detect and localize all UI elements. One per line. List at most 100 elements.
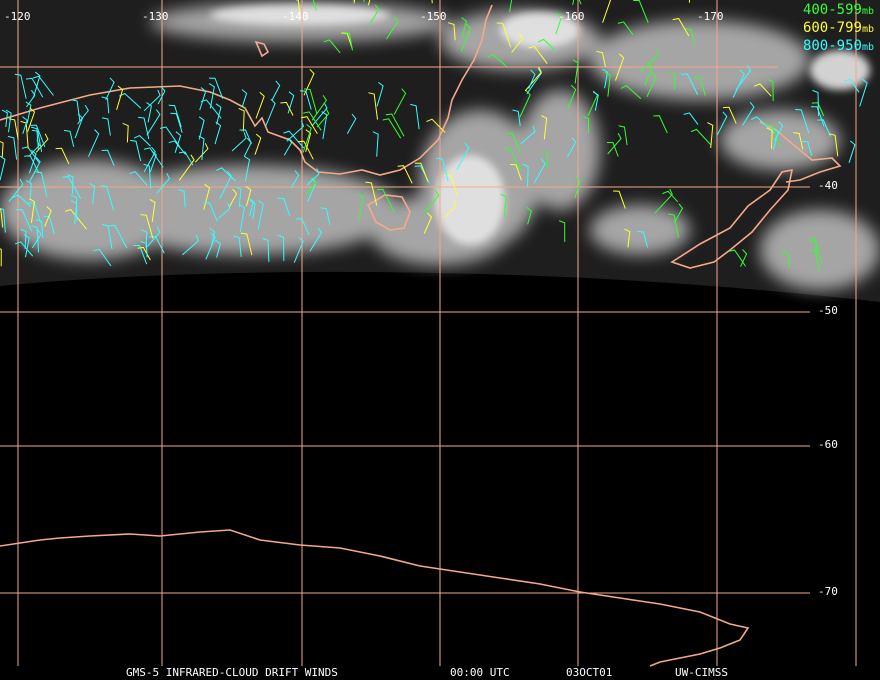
wind-barb xyxy=(669,72,677,90)
lon-label-150: -150 xyxy=(420,10,447,23)
wind-barb xyxy=(101,149,115,166)
wind-barb xyxy=(25,180,32,199)
wind-barb xyxy=(209,227,216,248)
island-coastline xyxy=(254,40,270,58)
wind-barb xyxy=(248,197,254,217)
wind-barb xyxy=(506,132,522,154)
wind-barb xyxy=(25,101,32,124)
wind-barb xyxy=(64,209,87,230)
wind-barb xyxy=(582,116,590,134)
wind-barb xyxy=(143,89,161,112)
wind-barb xyxy=(316,108,330,128)
wind-barb xyxy=(271,80,281,101)
wind-barb xyxy=(140,241,148,258)
wind-barb xyxy=(31,129,43,152)
new-zealand-south-island xyxy=(670,168,794,269)
wind-barb xyxy=(522,163,529,188)
wind-barb xyxy=(765,124,782,147)
lat-label-60: -60 xyxy=(818,438,838,451)
wind-barb xyxy=(312,0,317,11)
wind-barb xyxy=(235,186,242,208)
new-zealand-north-island xyxy=(759,121,842,183)
legend-item-800-950: 800-950mb xyxy=(802,38,874,54)
lon-label-130: -130 xyxy=(142,10,169,23)
wind-barb xyxy=(801,140,813,156)
wind-barb xyxy=(646,72,657,98)
wind-barb xyxy=(7,135,18,160)
wind-barb xyxy=(156,172,171,194)
wind-barb xyxy=(305,177,317,195)
wind-barb xyxy=(297,140,314,160)
wind-barb xyxy=(32,75,54,96)
wind-barb xyxy=(254,133,262,155)
wind-barb xyxy=(386,16,399,40)
wind-barb xyxy=(244,155,251,182)
wind-barb xyxy=(35,133,49,153)
wind-barb xyxy=(555,12,563,35)
wind-barb xyxy=(238,107,245,132)
wind-barb xyxy=(520,125,536,145)
wind-barb xyxy=(436,157,449,182)
wind-barb xyxy=(0,208,4,228)
wind-barb xyxy=(43,215,55,235)
wind-barb xyxy=(844,78,860,93)
wind-barb xyxy=(343,31,353,51)
wind-barb xyxy=(102,224,113,250)
wind-barb xyxy=(574,176,581,199)
lon-label-140: -140 xyxy=(282,10,309,23)
wind-barb xyxy=(346,113,357,135)
wind-barb xyxy=(519,90,531,118)
lon-label-120: -120 xyxy=(4,10,31,23)
wind-barb xyxy=(141,229,148,248)
wind-barb xyxy=(143,147,164,168)
footer-source: UW-CIMSS xyxy=(675,666,728,679)
legend-item-600-799: 600-799mb xyxy=(802,20,874,36)
wind-barb xyxy=(0,155,6,181)
wind-barb xyxy=(617,21,634,35)
wind-barb xyxy=(262,237,270,262)
wind-barb xyxy=(35,171,48,197)
wind-barb xyxy=(613,190,626,209)
wind-barb xyxy=(62,176,82,199)
wind-barb xyxy=(368,92,378,120)
wind-barb xyxy=(496,22,512,48)
wind-barb xyxy=(766,127,773,149)
wind-barb xyxy=(810,106,825,127)
wind-barb xyxy=(812,89,819,116)
wind-barb xyxy=(146,102,152,123)
wind-barb xyxy=(526,67,542,95)
wind-barb xyxy=(249,200,256,219)
wind-barb xyxy=(414,162,429,182)
lat-label-50: -50 xyxy=(818,304,838,317)
wind-barb xyxy=(287,91,295,114)
wind-barb xyxy=(277,234,285,261)
australia-coastline xyxy=(0,4,493,176)
wind-barb xyxy=(602,0,612,23)
wind-barb xyxy=(602,68,609,89)
lat-lon-grid xyxy=(0,0,857,666)
wind-barb xyxy=(44,206,52,227)
wind-barb xyxy=(168,104,182,128)
wind-barb xyxy=(240,232,253,256)
wind-barb xyxy=(0,207,6,233)
tasmania-coastline xyxy=(366,194,411,231)
wind-barb xyxy=(217,202,231,220)
wind-barb xyxy=(174,131,182,153)
wind-barb xyxy=(215,103,222,125)
wind-barb xyxy=(149,235,165,254)
wind-barb xyxy=(1,109,8,128)
wind-barb xyxy=(15,241,34,257)
wind-barb xyxy=(200,99,222,119)
wind-barb xyxy=(795,109,810,134)
wind-barb xyxy=(301,116,318,135)
lat-label-70: -70 xyxy=(818,585,838,598)
wind-barb xyxy=(511,33,524,53)
wind-barb xyxy=(138,116,150,140)
wind-barb xyxy=(302,124,312,153)
wind-barb xyxy=(369,4,380,25)
wind-barb xyxy=(168,140,186,155)
wind-barb xyxy=(198,116,205,140)
wind-barb xyxy=(22,116,28,134)
wind-barb xyxy=(751,116,775,134)
